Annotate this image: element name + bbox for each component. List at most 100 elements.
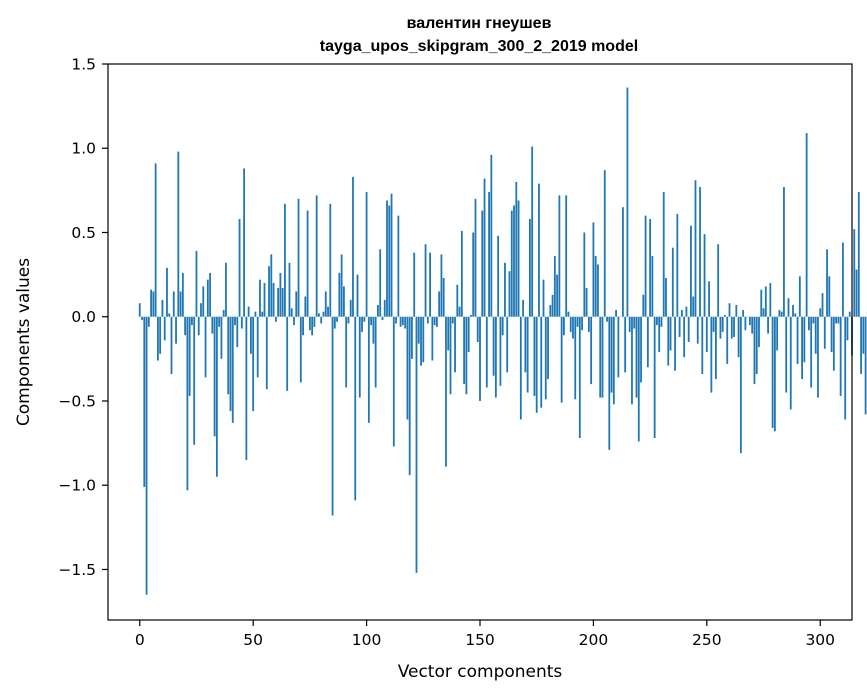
bar <box>513 205 515 317</box>
bar <box>685 306 688 317</box>
bar <box>547 316 549 380</box>
bar <box>705 316 708 353</box>
bar <box>669 316 672 351</box>
bar <box>324 291 327 317</box>
bar <box>558 195 561 317</box>
bar <box>308 316 311 331</box>
bar <box>229 316 232 412</box>
bar <box>574 316 577 400</box>
bar <box>631 316 633 405</box>
bar <box>762 308 765 317</box>
bar <box>436 316 438 327</box>
bar <box>195 251 198 317</box>
bar <box>642 294 645 317</box>
bar <box>590 316 593 385</box>
bar <box>506 316 509 373</box>
y-tick-label: −0.5 <box>58 392 96 410</box>
bar <box>481 210 484 317</box>
bar <box>662 192 665 317</box>
bar <box>147 316 150 327</box>
bar <box>771 316 774 428</box>
bar <box>533 316 536 396</box>
bar <box>460 230 463 317</box>
bar <box>442 277 445 317</box>
bar <box>186 316 189 491</box>
bar <box>279 272 282 317</box>
bar <box>209 272 211 317</box>
bar <box>737 316 740 358</box>
bar <box>565 195 568 317</box>
bar <box>803 316 806 363</box>
bar <box>703 234 706 317</box>
bar <box>347 316 350 324</box>
bar <box>318 313 320 317</box>
bar <box>200 303 202 317</box>
bar <box>733 316 735 337</box>
bar <box>152 291 155 317</box>
bar <box>220 316 223 359</box>
bar <box>490 154 493 317</box>
bar <box>556 274 559 317</box>
bar <box>259 279 261 317</box>
bar <box>617 316 620 378</box>
bar <box>431 316 434 361</box>
bar <box>658 316 661 353</box>
bar <box>236 316 239 348</box>
bar <box>288 262 291 317</box>
bar <box>808 316 810 331</box>
bar <box>383 299 386 317</box>
bar <box>268 266 270 317</box>
bar <box>349 299 352 317</box>
x-tick-label: 100 <box>352 631 382 649</box>
bar <box>563 316 565 336</box>
bar <box>168 313 171 317</box>
bar <box>417 316 420 344</box>
bar <box>540 316 543 408</box>
bar <box>299 316 302 383</box>
bar <box>401 316 404 326</box>
bar <box>322 311 325 317</box>
bar <box>447 316 450 351</box>
bar <box>780 311 783 317</box>
bar <box>159 316 162 354</box>
y-tick-label: 1.5 <box>71 56 96 74</box>
bar <box>218 316 221 327</box>
bar <box>583 232 586 317</box>
bar <box>694 180 697 317</box>
bar <box>640 316 642 383</box>
bar <box>529 219 531 317</box>
bar <box>295 291 298 317</box>
bar <box>306 210 309 317</box>
bar <box>515 181 518 317</box>
bar <box>794 313 797 317</box>
bar <box>823 316 826 349</box>
bar <box>138 303 141 317</box>
bar <box>842 242 844 317</box>
bar <box>166 267 168 317</box>
bar <box>247 306 250 317</box>
bar <box>311 316 314 336</box>
bar <box>340 254 343 317</box>
bar <box>810 316 813 388</box>
bar <box>608 316 611 450</box>
bar <box>252 316 255 412</box>
bar <box>141 316 143 321</box>
bar <box>234 316 236 326</box>
bar <box>764 286 767 317</box>
bar <box>390 193 393 317</box>
bar <box>488 192 490 317</box>
bar <box>798 276 801 317</box>
bar <box>175 316 177 344</box>
bar <box>336 316 338 322</box>
bar <box>819 308 822 317</box>
bar <box>628 316 631 332</box>
bar <box>538 183 540 317</box>
bar <box>812 316 815 324</box>
bar <box>615 309 617 317</box>
bar <box>277 288 280 317</box>
bar <box>143 316 146 487</box>
bar <box>433 316 436 326</box>
bar <box>320 316 323 324</box>
bar <box>760 289 763 317</box>
bar <box>637 316 640 442</box>
